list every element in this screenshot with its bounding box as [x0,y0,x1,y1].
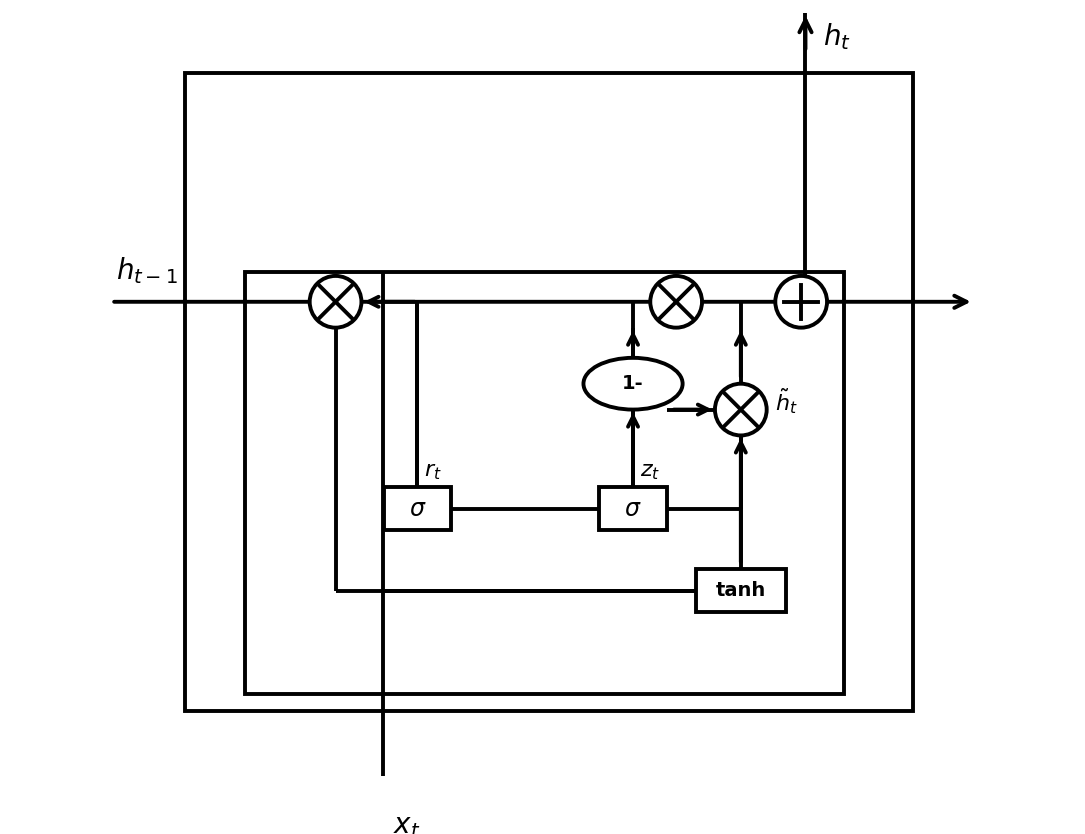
Circle shape [309,276,361,328]
Text: $\sigma$: $\sigma$ [624,497,642,520]
FancyBboxPatch shape [184,73,914,711]
Text: $r_t$: $r_t$ [424,462,442,482]
Text: 1-: 1- [622,374,643,393]
FancyBboxPatch shape [695,569,787,612]
Text: $\tilde{h}_t$: $\tilde{h}_t$ [776,386,799,416]
FancyBboxPatch shape [599,487,666,530]
Text: tanh: tanh [716,581,766,600]
Circle shape [776,276,827,328]
Text: $z_t$: $z_t$ [640,462,661,482]
FancyBboxPatch shape [384,487,451,530]
Circle shape [715,384,767,435]
Text: $x_t$: $x_t$ [394,812,421,834]
Text: $h_t$: $h_t$ [822,22,851,53]
Text: $\sigma$: $\sigma$ [409,497,426,520]
Ellipse shape [584,358,682,409]
Text: $h_{t-1}$: $h_{t-1}$ [116,255,177,286]
Circle shape [650,276,702,328]
FancyBboxPatch shape [245,272,844,694]
